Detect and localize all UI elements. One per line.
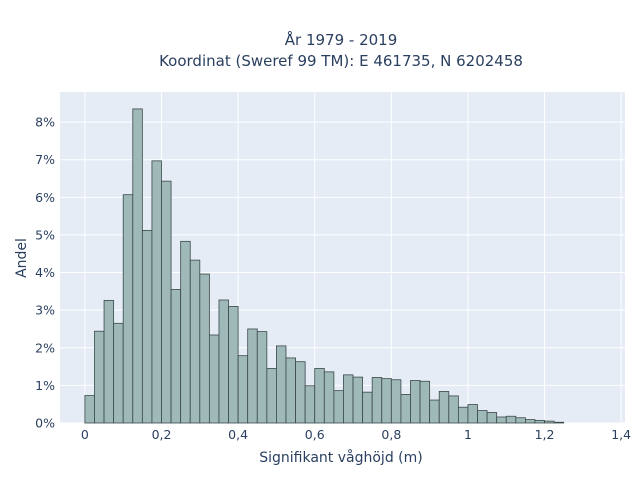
y-tick-label: 0%	[35, 416, 55, 431]
histogram-bar	[486, 412, 498, 424]
histogram-bar	[457, 406, 469, 424]
x-tick-label: 0,4	[228, 427, 248, 442]
histogram-bar	[208, 334, 220, 424]
y-tick-label: 3%	[35, 303, 55, 318]
histogram-bar	[170, 289, 182, 424]
histogram-bar	[141, 230, 153, 424]
histogram-bar	[496, 416, 507, 424]
x-tick-label: 0,8	[381, 427, 401, 442]
histogram-bar	[362, 391, 373, 424]
histogram-bar	[438, 391, 450, 424]
histogram-bars	[84, 108, 565, 424]
histogram-bar	[515, 417, 526, 424]
histogram-bar	[266, 368, 277, 424]
histogram-bar	[189, 259, 201, 424]
histogram-bar	[180, 240, 191, 424]
histogram-bar	[84, 395, 95, 424]
histogram-bar	[553, 421, 565, 424]
histogram-bar	[419, 380, 431, 424]
histogram-bar	[151, 160, 162, 424]
y-axis-ticks: 0% 1% 2% 3% 4% 5% 6% 7% 8%	[35, 115, 55, 431]
y-tick-label: 5%	[35, 227, 55, 242]
histogram-bar	[525, 419, 536, 424]
histogram-bar	[371, 377, 383, 424]
x-tick-label: 1,4	[611, 427, 631, 442]
histogram-bar	[122, 194, 134, 424]
histogram-bar	[381, 378, 392, 424]
y-tick-label: 6%	[35, 190, 55, 205]
histogram-bar	[314, 368, 325, 424]
histogram-bar	[304, 385, 316, 424]
y-tick-label: 7%	[35, 152, 55, 167]
histogram-bar	[276, 345, 287, 424]
histogram-bar	[199, 273, 210, 424]
histogram-bar	[333, 390, 344, 424]
y-tick-label: 1%	[35, 378, 55, 393]
x-tick-label: 1,2	[535, 427, 555, 442]
y-tick-label: 2%	[35, 340, 55, 355]
histogram-bar	[323, 371, 335, 424]
chart-title-line-2: Koordinat (Sweref 99 TM): E 461735, N 62…	[159, 52, 523, 70]
histogram-bar	[477, 410, 488, 424]
histogram-bar	[94, 330, 105, 424]
histogram-bar	[505, 415, 517, 424]
histogram-bar	[256, 331, 268, 424]
y-tick-label: 4%	[35, 265, 55, 280]
histogram-bar	[247, 328, 258, 424]
histogram-bar	[103, 299, 115, 424]
y-axis-title: Andel	[14, 238, 30, 278]
histogram-bar	[161, 180, 172, 424]
histogram-bar	[400, 394, 411, 424]
histogram-bar	[285, 357, 296, 424]
y-tick-label: 8%	[35, 115, 55, 130]
chart-title-line-1: År 1979 - 2019	[285, 30, 398, 49]
histogram-bar	[429, 399, 440, 424]
histogram-bar	[295, 361, 306, 424]
histogram-bar	[343, 374, 354, 424]
histogram-bar	[410, 380, 421, 424]
x-tick-label: 0,2	[152, 427, 172, 442]
histogram-bar	[228, 305, 239, 424]
x-axis-title: Signifikant våghöjd (m)	[259, 449, 422, 466]
histogram-bar	[218, 299, 229, 424]
histogram-bar	[534, 419, 545, 424]
histogram-bar	[132, 108, 143, 424]
x-tick-label: 0	[81, 427, 89, 442]
histogram-bar	[448, 395, 459, 424]
histogram-bar	[113, 322, 124, 424]
histogram-bar	[467, 404, 478, 424]
histogram-bar	[390, 379, 402, 424]
x-tick-label: 1	[464, 427, 472, 442]
x-axis-ticks: 0 0,2 0,4 0,6 0,8 1 1,2 1,4	[81, 427, 631, 442]
x-tick-label: 0,6	[305, 427, 325, 442]
histogram-bar	[352, 376, 364, 424]
histogram-bar	[237, 355, 249, 424]
histogram-bar	[544, 420, 555, 424]
